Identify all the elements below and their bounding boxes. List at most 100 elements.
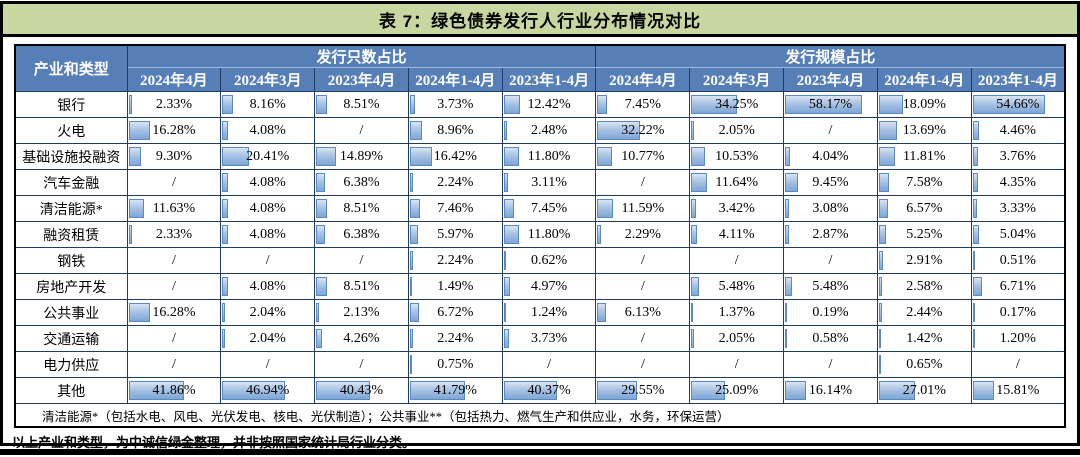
cell-value: / [828, 252, 833, 268]
data-bar [597, 95, 608, 114]
cell-value: 2.48% [531, 122, 568, 138]
cell-value: 46.94% [246, 382, 290, 398]
data-cell: 40.37% [501, 377, 597, 404]
data-cell: 11.81% [876, 143, 972, 170]
data-bar [972, 381, 994, 400]
data-bar [597, 147, 612, 166]
cell-value: 3.11% [531, 174, 567, 190]
data-cell: 10.77% [595, 143, 691, 170]
cell-value: 2.04% [249, 330, 286, 346]
data-bar [785, 225, 789, 244]
data-bar [597, 303, 606, 322]
cell-value: 2.29% [624, 226, 661, 242]
data-bar [785, 173, 798, 192]
data-cell: / [501, 351, 597, 378]
cell-value: 2.13% [343, 304, 380, 320]
data-cell: / [126, 169, 222, 196]
data-cell: 41.79% [407, 377, 503, 404]
cell-value: 34.25% [715, 96, 759, 112]
cell-value: 8.51% [343, 200, 380, 216]
data-bar [972, 329, 975, 348]
data-bar [503, 277, 511, 296]
data-bar [878, 329, 881, 348]
data-cell: 5.48% [783, 273, 878, 300]
table-title-band: 表 7：绿色债券发行人行业分布情况对比 [3, 4, 1077, 37]
table-header: 产业和类型 发行只数占比 发行规模占比 2024年4月 2024年3月 2023年4… [14, 44, 1066, 92]
cell-value: 2.05% [718, 122, 755, 138]
data-cell: / [314, 247, 409, 274]
data-cell: 8.16% [220, 91, 316, 118]
cell-value: / [265, 356, 270, 372]
data-cell: 11.59% [595, 195, 691, 222]
cell-value: / [734, 252, 739, 268]
cell-value: 0.58% [812, 330, 849, 346]
group-header-row: 产业和类型 发行只数占比 发行规模占比 [14, 44, 1066, 92]
data-bar [972, 95, 1045, 114]
data-cell: / [595, 273, 691, 300]
data-bar [691, 381, 725, 400]
cell-value: / [828, 122, 833, 138]
row-label: 清洁能源* [14, 195, 128, 222]
cell-value: 3.73% [531, 330, 568, 346]
data-bar [597, 121, 641, 140]
data-bar [878, 251, 883, 270]
cell-value: 8.16% [249, 96, 286, 112]
cell-value: 0.51% [999, 252, 1036, 268]
data-cell: 12.42% [501, 91, 597, 118]
data-cell: 5.04% [970, 221, 1066, 248]
cell-value: 12.42% [527, 96, 571, 112]
data-cell: 41.86% [126, 377, 222, 404]
cell-value: 14.89% [339, 148, 384, 164]
cell-value: 6.13% [624, 304, 661, 320]
data-bar [972, 251, 975, 270]
data-cell: 2.24% [407, 169, 503, 196]
data-bar [691, 303, 694, 322]
row-label: 火电 [14, 117, 128, 144]
data-cell: / [689, 351, 785, 378]
cell-value: 3.33% [999, 200, 1036, 216]
data-cell: 6.38% [314, 169, 409, 196]
data-cell: 4.46% [970, 117, 1066, 144]
cell-value: 16.42% [433, 148, 477, 164]
cell-value: 2.24% [437, 174, 474, 190]
data-cell: 9.30% [126, 143, 222, 170]
data-cell: 3.76% [970, 143, 1066, 170]
cell-value: 40.37% [527, 382, 571, 398]
data-bar [597, 225, 601, 244]
cell-value: 10.77% [621, 148, 665, 164]
data-cell: 20.41% [220, 143, 316, 170]
data-bar [316, 199, 328, 218]
cell-value: 2.24% [437, 252, 474, 268]
cell-value: 7.46% [437, 200, 474, 216]
cell-value: 15.81% [996, 382, 1040, 398]
data-bar [691, 95, 737, 114]
data-bar [878, 147, 895, 166]
data-cell: 2.04% [220, 299, 316, 326]
data-cell: 18.09% [876, 91, 972, 118]
cell-value: 11.81% [902, 148, 946, 164]
data-bar [503, 303, 506, 322]
cell-value: 5.04% [999, 226, 1036, 242]
cell-value: 54.66% [996, 96, 1040, 112]
data-cell: 2.05% [689, 325, 785, 352]
data-cell: 4.08% [220, 221, 316, 248]
cell-value: 0.19% [812, 304, 849, 320]
data-cell: 0.62% [501, 247, 597, 274]
data-cell: 0.65% [876, 351, 972, 378]
data-cell: 2.33% [126, 91, 222, 118]
cell-value: 20.41% [246, 148, 290, 164]
data-cell: 2.13% [314, 299, 409, 326]
data-bar [503, 199, 514, 218]
corner-header: 产业和类型 [14, 44, 128, 92]
period-header-count-3: 2024年1-4月 [407, 67, 503, 92]
data-cell: 2.87% [783, 221, 878, 248]
data-cell: / [314, 351, 409, 378]
cell-value: 13.69% [902, 122, 946, 138]
data-bar [316, 147, 336, 166]
data-bar [316, 173, 325, 192]
data-bar [785, 329, 788, 348]
data-cell: 1.42% [876, 325, 972, 352]
green-bond-industry-table: 产业和类型 发行只数占比 发行规模占比 2024年4月 2024年3月 2023年4… [14, 44, 1066, 428]
cell-value: 2.05% [718, 330, 755, 346]
table-footer: 清洁能源*（包括水电、风电、光伏发电、核电、光伏制造）；公共事业**（包括热力、… [14, 403, 1066, 428]
